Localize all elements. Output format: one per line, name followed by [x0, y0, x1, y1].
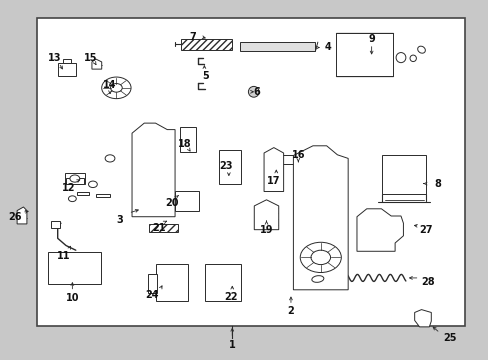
Bar: [37, 18, 464, 326]
Text: 11: 11: [57, 251, 70, 261]
Circle shape: [105, 155, 115, 162]
Text: 13: 13: [48, 53, 61, 63]
Polygon shape: [254, 200, 278, 230]
Bar: [336, 33, 392, 76]
Text: 3: 3: [116, 215, 123, 225]
Bar: [156, 264, 188, 301]
Bar: [48, 252, 101, 284]
Text: 14: 14: [103, 80, 117, 90]
Ellipse shape: [409, 55, 415, 62]
Text: 17: 17: [266, 176, 280, 186]
Bar: [175, 191, 198, 211]
Ellipse shape: [248, 86, 259, 97]
Text: 7: 7: [189, 32, 196, 42]
Bar: [77, 192, 89, 195]
Circle shape: [110, 84, 122, 92]
Bar: [66, 178, 83, 184]
Text: 26: 26: [8, 212, 21, 222]
Text: 8: 8: [433, 179, 440, 189]
Circle shape: [300, 242, 341, 273]
Text: 5: 5: [202, 71, 208, 81]
Text: 2: 2: [287, 306, 294, 316]
Bar: [219, 150, 241, 184]
Text: 20: 20: [165, 198, 179, 208]
Text: 21: 21: [152, 222, 165, 233]
Text: 1: 1: [228, 340, 235, 350]
Polygon shape: [17, 207, 27, 224]
Text: 24: 24: [144, 290, 158, 300]
Text: 9: 9: [367, 33, 374, 44]
Text: 28: 28: [421, 276, 434, 287]
Bar: [239, 42, 315, 51]
Polygon shape: [92, 59, 102, 69]
Circle shape: [70, 175, 80, 182]
Polygon shape: [293, 146, 347, 290]
Text: 15: 15: [84, 53, 98, 63]
Text: 16: 16: [291, 150, 305, 160]
Text: 25: 25: [442, 333, 456, 343]
Polygon shape: [264, 148, 283, 192]
Text: 22: 22: [224, 292, 238, 302]
Text: 18: 18: [178, 139, 191, 149]
Bar: [58, 63, 76, 76]
Ellipse shape: [311, 276, 323, 282]
Text: 23: 23: [219, 161, 232, 171]
Text: 12: 12: [61, 183, 75, 193]
Text: 6: 6: [253, 87, 260, 97]
Text: 19: 19: [259, 225, 273, 235]
Bar: [181, 39, 232, 50]
Ellipse shape: [417, 46, 425, 53]
Circle shape: [88, 181, 97, 188]
Text: 4: 4: [324, 42, 330, 52]
Ellipse shape: [395, 53, 405, 63]
Bar: [278, 155, 315, 164]
Bar: [147, 274, 157, 293]
Bar: [149, 224, 177, 232]
Bar: [51, 221, 60, 228]
Bar: [382, 155, 426, 194]
Polygon shape: [132, 123, 175, 217]
Text: 27: 27: [419, 225, 432, 235]
Bar: [62, 59, 71, 63]
Text: 10: 10: [65, 293, 79, 303]
Polygon shape: [414, 310, 430, 327]
Bar: [64, 173, 85, 184]
Circle shape: [310, 250, 330, 265]
Circle shape: [68, 196, 76, 202]
Polygon shape: [356, 209, 403, 251]
Circle shape: [102, 77, 131, 99]
Bar: [96, 194, 109, 197]
Bar: [180, 127, 195, 152]
Bar: [205, 264, 240, 301]
